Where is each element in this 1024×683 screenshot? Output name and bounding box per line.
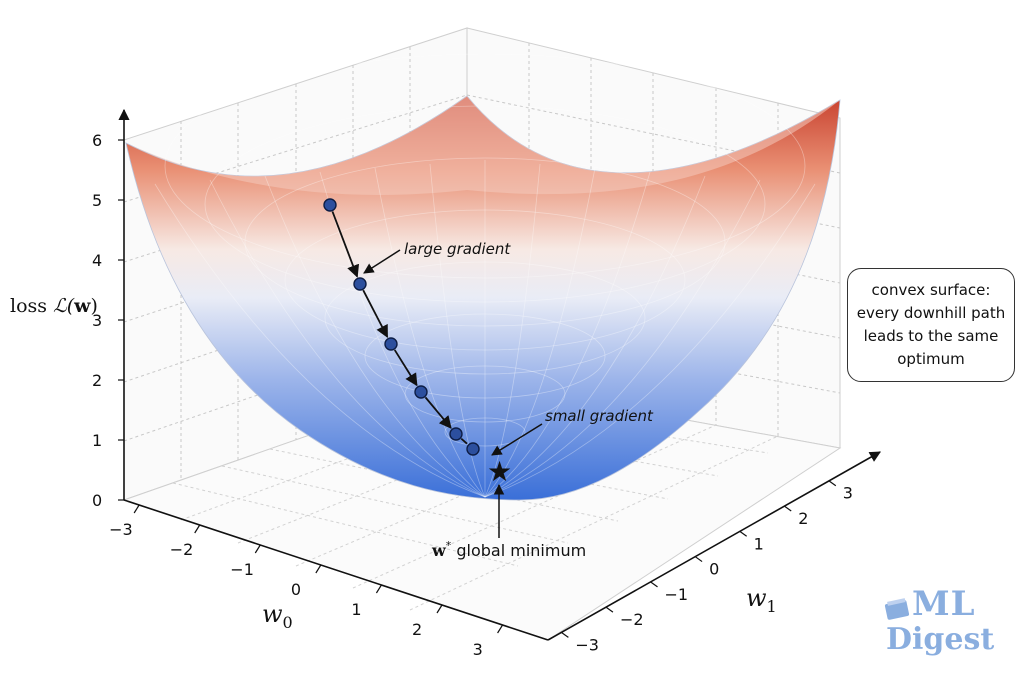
mesh-meridian: [484, 171, 651, 498]
w0-tick-label: 3: [473, 640, 483, 659]
mesh-contour: [204, 105, 766, 303]
z-tick-label: 5: [92, 191, 102, 210]
mesh-meridian: [484, 167, 596, 498]
watermark-line1: ML: [912, 584, 976, 624]
z-tick-label: 2: [92, 371, 102, 390]
w0-tick: [497, 624, 504, 634]
w0-tick-label: −2: [170, 540, 194, 559]
mesh-meridian: [484, 163, 541, 498]
w1-axis-label: w1: [746, 584, 777, 616]
w1-tick-label: 0: [709, 560, 719, 579]
descent-point: [353, 277, 367, 291]
large-gradient-label: large gradient: [404, 240, 511, 258]
mesh-contour: [284, 209, 686, 351]
w0-tick: [436, 604, 443, 614]
w0-tick-label: 0: [291, 580, 301, 599]
descent-step: [331, 211, 360, 278]
book-icon: [884, 598, 910, 620]
w1-tick-label: 1: [754, 534, 764, 553]
mesh-contour: [244, 157, 726, 327]
w0-tick: [194, 524, 201, 534]
w0-tick-label: −1: [230, 560, 254, 579]
callout-line: leads to the same: [863, 327, 999, 345]
convex-surface-callout: convex surface: every downhill path lead…: [847, 268, 1015, 382]
descent-point: [449, 427, 463, 441]
mesh-meridian: [484, 175, 706, 498]
w0-tick-label: 2: [412, 620, 422, 639]
mesh-contour: [444, 417, 526, 447]
w1-tick: [783, 505, 792, 512]
descent-point: [414, 385, 428, 399]
ml-digest-watermark: ML Digest: [884, 584, 1014, 664]
global-minimum-label: w* global minimum: [431, 539, 586, 560]
descent-point: [323, 198, 337, 212]
mesh-meridian: [484, 179, 761, 498]
z-tick-label: 3: [92, 311, 102, 330]
callout-line: optimum: [897, 350, 965, 368]
z-axis-label: loss ℒ(w): [10, 295, 98, 317]
mesh-meridian: [154, 183, 486, 498]
w0-axis: −3 −2 −1 0 1 2 3 w0: [109, 499, 549, 659]
descent-step: [460, 437, 468, 445]
w1-tick: [828, 480, 837, 487]
w0-tick: [375, 584, 382, 594]
z-tick-label: 6: [92, 131, 102, 150]
descent-path: ★: [323, 198, 512, 487]
surface-bowl: [125, 53, 841, 501]
mesh-meridian: [484, 183, 816, 498]
mesh-meridian: [264, 175, 486, 498]
mesh-contour: [404, 365, 566, 423]
callout-line: convex surface:: [871, 281, 991, 299]
mesh-meridian: [429, 163, 486, 498]
descent-step: [424, 396, 452, 429]
w1-tick-label: 2: [798, 509, 808, 528]
w1-tick: [650, 581, 658, 588]
w1-tick: [739, 530, 748, 537]
mesh-contour: [324, 261, 646, 375]
annotations: large gradient small gradient w* global …: [363, 240, 654, 560]
w1-tick-label: −3: [575, 635, 599, 654]
mesh-contour: [364, 313, 606, 399]
mesh-meridian: [319, 171, 486, 498]
w0-tick: [133, 504, 140, 514]
w1-tick-label: −1: [665, 585, 689, 604]
w0-axis-label: w0: [262, 600, 293, 632]
w1-tick-label: 3: [843, 484, 853, 503]
descent-point: [384, 337, 398, 351]
small-gradient-label: small gradient: [545, 407, 654, 425]
descent-point: [466, 442, 480, 456]
w1-tick-label: −2: [620, 610, 644, 629]
z-tick-label: 4: [92, 251, 102, 270]
mesh-contour: [164, 53, 806, 279]
callout-line: every downhill path: [856, 304, 1006, 322]
w0-tick-label: 1: [351, 600, 361, 619]
z-axis: 0 1 2 3 4 5 6 loss ℒ(w): [10, 108, 130, 510]
z-tick-label: 1: [92, 431, 102, 450]
mesh-meridian: [374, 167, 486, 498]
descent-step: [393, 349, 418, 387]
w0-tick: [315, 564, 322, 574]
w0-tick-label: −3: [109, 520, 133, 539]
w1-tick: [694, 556, 703, 563]
mesh-meridian: [209, 179, 486, 498]
minimum-star: ★: [487, 456, 512, 487]
w1-tick: [561, 631, 569, 638]
descent-step: [362, 289, 389, 339]
w1-axis: −3 −2 −1 0 1 2 3 w1: [547, 451, 881, 654]
w1-tick: [605, 606, 614, 613]
w0-tick: [254, 544, 261, 554]
watermark-line2: Digest: [886, 622, 995, 657]
z-tick-label: 0: [92, 491, 102, 510]
